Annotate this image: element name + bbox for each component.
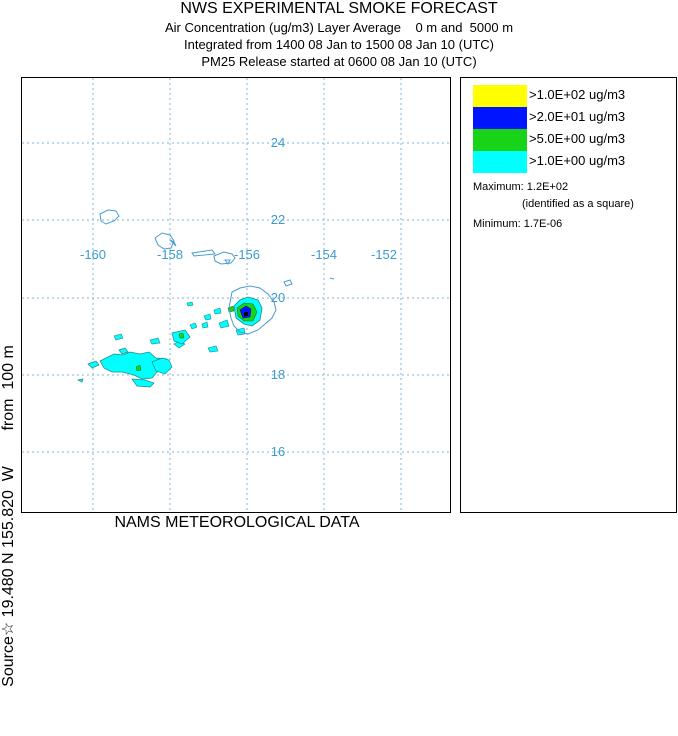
minimum-value: Minimum: 1.7E-06 xyxy=(473,218,563,230)
integration-period: Integrated from 1400 08 Jan to 1500 08 J… xyxy=(183,37,495,52)
lon-label-156: -156 xyxy=(234,247,260,262)
legend-item-high: >1.0E+02 ug/m3 xyxy=(473,85,673,107)
lon-label-152: -152 xyxy=(371,247,397,262)
maximum-note: (identified as a square) xyxy=(522,198,634,210)
legend-item-moderate: >5.0E+00 ug/m3 xyxy=(473,129,673,151)
lat-label-20: 20 xyxy=(271,290,285,305)
max-concentration-square xyxy=(244,312,248,316)
lon-label-154: -154 xyxy=(311,247,337,262)
legend-label: >1.0E+02 ug/m3 xyxy=(529,87,626,102)
maximum-value: Maximum: 1.2E+02 xyxy=(473,181,569,193)
legend-label: >2.0E+01 ug/m3 xyxy=(529,109,626,124)
forecast-title: NWS EXPERIMENTAL SMOKE FORECAST xyxy=(180,0,498,17)
source-location-label: Source☆ 19.480 N 155.820 W from 100 m xyxy=(0,345,17,687)
legend-swatch-yellow xyxy=(473,85,527,107)
legend-swatch-cyan xyxy=(473,151,527,173)
map-panel: -160 -158 -156 -154 -152 24 22 20 18 16 xyxy=(21,77,451,513)
lon-label-158: -158 xyxy=(157,247,183,262)
met-data-label: NAMS METEOROLOGICAL DATA xyxy=(114,514,360,531)
legend-item-low: >1.0E+00 ug/m3 xyxy=(473,151,673,173)
map-gridlines xyxy=(22,78,450,512)
concentration-subtitle: Air Concentration (ug/m3) Layer Average … xyxy=(164,20,514,35)
smoke-plume xyxy=(76,296,263,388)
legend-label: >5.0E+00 ug/m3 xyxy=(529,131,626,146)
legend-swatch-blue xyxy=(473,107,527,129)
lat-label-22: 22 xyxy=(271,212,285,227)
lat-label-16: 16 xyxy=(271,444,285,459)
lat-label-24: 24 xyxy=(271,135,285,150)
legend-label: >1.0E+00 ug/m3 xyxy=(529,153,626,168)
lat-label-18: 18 xyxy=(271,367,285,382)
legend-panel: >1.0E+02 ug/m3 >2.0E+01 ug/m3 >5.0E+00 u… xyxy=(460,77,677,513)
coastlines xyxy=(99,209,335,335)
lon-label-160: -160 xyxy=(80,247,106,262)
release-start: PM25 Release started at 0600 08 Jan 10 (… xyxy=(201,54,477,69)
smoke-map: -160 -158 -156 -154 -152 24 22 20 18 16 xyxy=(22,78,450,512)
legend-item-elevated: >2.0E+01 ug/m3 xyxy=(473,107,673,129)
legend-swatch-green xyxy=(473,129,527,151)
